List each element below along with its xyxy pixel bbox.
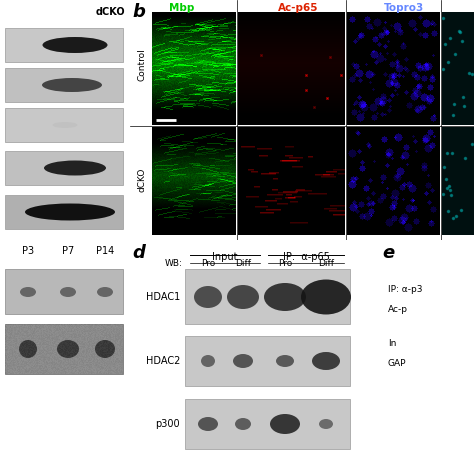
Ellipse shape xyxy=(319,419,333,429)
Text: Topro3: Topro3 xyxy=(384,3,424,13)
Ellipse shape xyxy=(198,417,218,431)
Ellipse shape xyxy=(53,122,78,128)
Text: HDAC2: HDAC2 xyxy=(146,356,180,366)
Text: P7: P7 xyxy=(62,246,74,256)
Text: Pro: Pro xyxy=(278,259,292,268)
Ellipse shape xyxy=(95,340,115,358)
Ellipse shape xyxy=(42,78,102,92)
Text: Mbp: Mbp xyxy=(169,3,195,13)
Ellipse shape xyxy=(312,352,340,370)
Text: GAP: GAP xyxy=(388,359,407,368)
Bar xyxy=(442,127,474,235)
Text: b: b xyxy=(132,3,145,21)
Ellipse shape xyxy=(227,285,259,309)
Ellipse shape xyxy=(264,283,306,311)
Bar xyxy=(5,269,123,314)
Bar xyxy=(442,12,474,125)
Text: dCKO: dCKO xyxy=(95,7,125,17)
Text: Ac-p65: Ac-p65 xyxy=(278,3,318,13)
Bar xyxy=(5,68,123,102)
Bar xyxy=(185,399,350,449)
Bar xyxy=(5,324,123,374)
Ellipse shape xyxy=(97,287,113,297)
Ellipse shape xyxy=(301,280,351,315)
Ellipse shape xyxy=(44,161,106,175)
Ellipse shape xyxy=(25,203,115,220)
Bar xyxy=(5,195,123,229)
Text: HDAC1: HDAC1 xyxy=(146,292,180,302)
Text: P3: P3 xyxy=(22,246,34,256)
Ellipse shape xyxy=(276,355,294,367)
Text: IP:  α-p65: IP: α-p65 xyxy=(283,252,329,262)
Ellipse shape xyxy=(194,286,222,308)
Text: e: e xyxy=(382,244,394,262)
Text: Pro: Pro xyxy=(201,259,215,268)
Ellipse shape xyxy=(19,340,37,358)
Bar xyxy=(5,28,123,62)
Text: Diff: Diff xyxy=(235,259,251,268)
Text: Input: Input xyxy=(212,252,238,262)
Ellipse shape xyxy=(270,414,300,434)
Text: IP: α-p3: IP: α-p3 xyxy=(388,284,422,293)
Text: d: d xyxy=(132,244,145,262)
Ellipse shape xyxy=(235,418,251,430)
Text: Ac-p: Ac-p xyxy=(388,304,408,313)
Text: P14: P14 xyxy=(96,246,114,256)
Text: Control: Control xyxy=(137,49,146,82)
Bar xyxy=(185,269,350,324)
Ellipse shape xyxy=(201,355,215,367)
Text: p300: p300 xyxy=(155,419,180,429)
Bar xyxy=(5,151,123,185)
Text: In: In xyxy=(388,339,396,348)
Ellipse shape xyxy=(20,287,36,297)
Ellipse shape xyxy=(233,354,253,368)
Ellipse shape xyxy=(57,340,79,358)
Ellipse shape xyxy=(60,287,76,297)
Bar xyxy=(185,336,350,386)
Ellipse shape xyxy=(43,37,108,53)
Text: WB:: WB: xyxy=(165,259,183,268)
Text: Diff: Diff xyxy=(318,259,334,268)
Bar xyxy=(5,108,123,142)
Text: dCKO: dCKO xyxy=(137,168,146,192)
